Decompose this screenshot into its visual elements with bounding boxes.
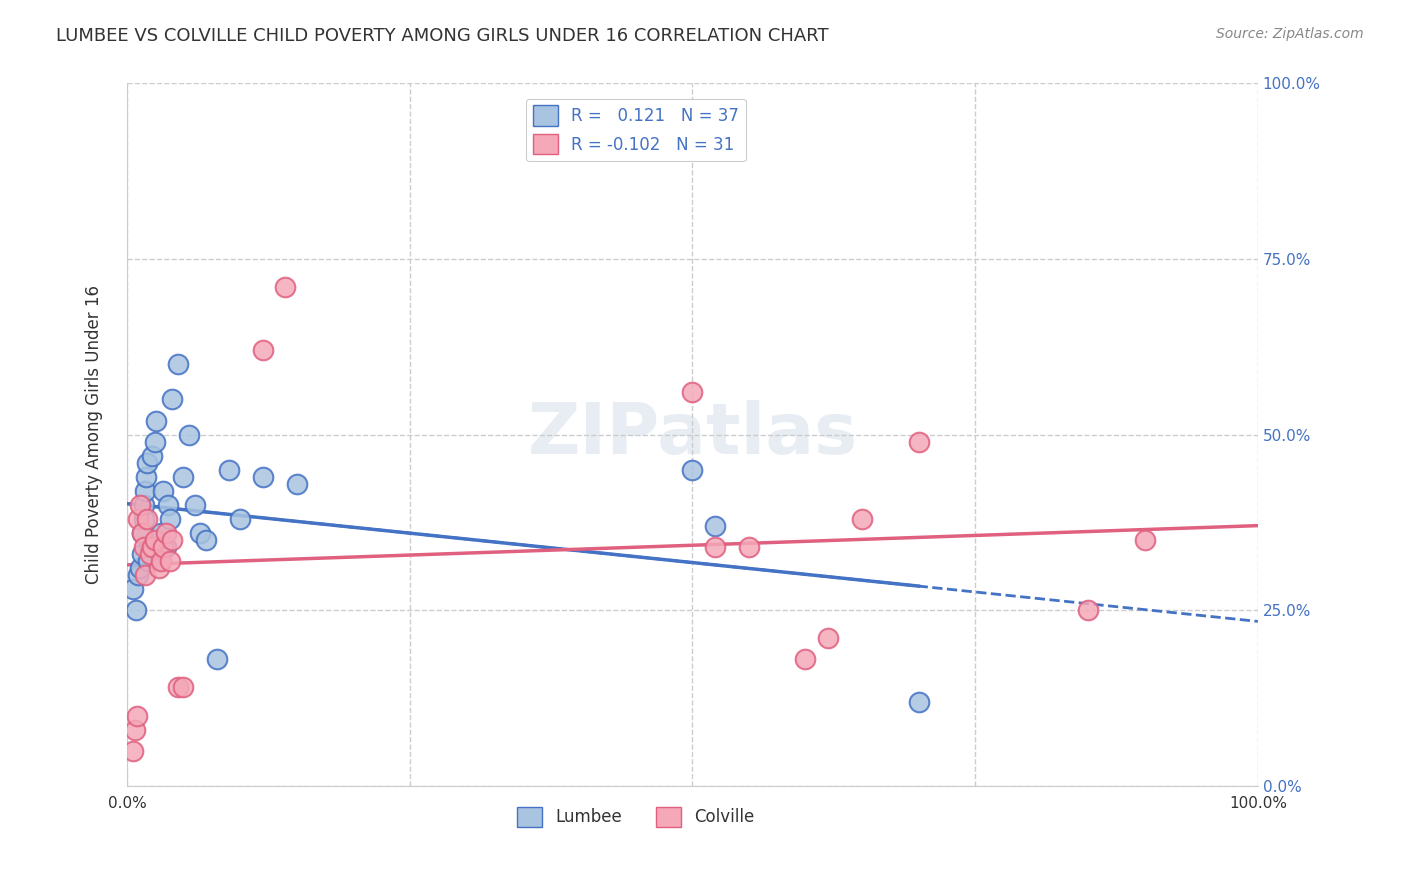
Point — [160, 392, 183, 407]
Point — [132, 512, 155, 526]
Point — [124, 723, 146, 737]
Point — [148, 533, 170, 547]
Point — [141, 449, 163, 463]
Point — [817, 632, 839, 646]
Point — [252, 469, 274, 483]
Point — [166, 357, 188, 371]
Point — [794, 652, 817, 666]
Point — [135, 469, 157, 483]
Point — [121, 744, 143, 758]
Point — [131, 525, 153, 540]
Point — [134, 568, 156, 582]
Point — [155, 540, 177, 554]
Point — [207, 652, 229, 666]
Point — [127, 568, 149, 582]
Point — [132, 540, 155, 554]
Point — [136, 512, 159, 526]
Point — [159, 554, 181, 568]
Point — [1077, 603, 1099, 617]
Point — [681, 385, 703, 400]
Point — [285, 476, 308, 491]
Point — [274, 280, 297, 294]
Point — [127, 512, 149, 526]
Point — [156, 498, 179, 512]
Point — [143, 533, 166, 547]
Point — [195, 533, 218, 547]
Point — [704, 519, 727, 533]
Point — [131, 547, 153, 561]
Point — [166, 681, 188, 695]
Point — [218, 463, 240, 477]
Point — [134, 483, 156, 498]
Point — [172, 681, 194, 695]
Point — [704, 540, 727, 554]
Point — [138, 554, 160, 568]
Point — [129, 498, 152, 512]
Point — [681, 463, 703, 477]
Point — [907, 434, 929, 449]
Point — [907, 694, 929, 708]
Point — [851, 512, 873, 526]
Point — [131, 525, 153, 540]
Point — [143, 434, 166, 449]
Point — [738, 540, 761, 554]
Point — [148, 561, 170, 575]
Point — [172, 469, 194, 483]
Point — [160, 533, 183, 547]
Text: LUMBEE VS COLVILLE CHILD POVERTY AMONG GIRLS UNDER 16 CORRELATION CHART: LUMBEE VS COLVILLE CHILD POVERTY AMONG G… — [56, 27, 830, 45]
Point — [229, 512, 252, 526]
Point — [155, 525, 177, 540]
Point — [152, 540, 174, 554]
Point — [149, 525, 172, 540]
Point — [149, 554, 172, 568]
Point — [125, 603, 148, 617]
Point — [1133, 533, 1156, 547]
Point — [190, 525, 212, 540]
Point — [136, 456, 159, 470]
Point — [184, 498, 207, 512]
Point — [138, 540, 160, 554]
Point — [121, 582, 143, 596]
Point — [138, 547, 160, 561]
Text: Source: ZipAtlas.com: Source: ZipAtlas.com — [1216, 27, 1364, 41]
Point — [252, 343, 274, 358]
Point — [129, 561, 152, 575]
Point — [145, 413, 167, 427]
Point — [152, 483, 174, 498]
Point — [127, 708, 149, 723]
Point — [132, 498, 155, 512]
Point — [141, 540, 163, 554]
Point — [179, 427, 201, 442]
Point — [159, 512, 181, 526]
Text: ZIPatlas: ZIPatlas — [527, 401, 858, 469]
Y-axis label: Child Poverty Among Girls Under 16: Child Poverty Among Girls Under 16 — [86, 285, 103, 584]
Legend: Lumbee, Colville: Lumbee, Colville — [510, 800, 761, 834]
